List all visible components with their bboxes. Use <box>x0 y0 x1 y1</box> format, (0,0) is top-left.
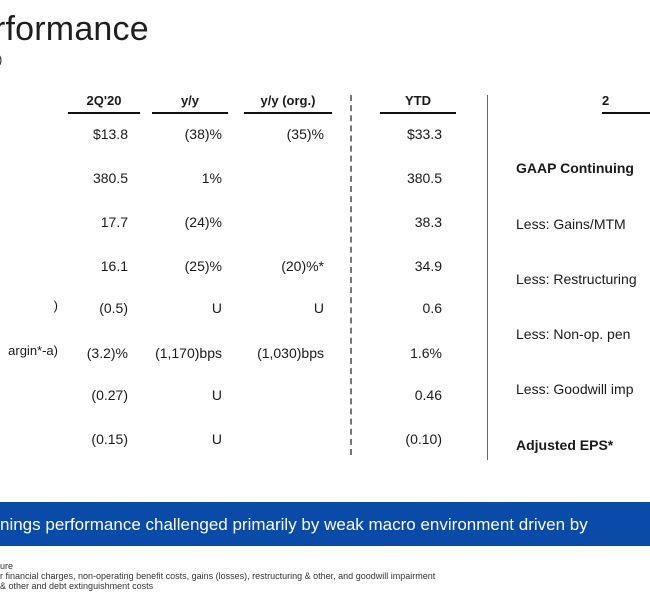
page-subtitle: ) <box>0 52 2 67</box>
footnote-3: & other and debt extinguishment costs <box>0 581 154 591</box>
cell-q2-row-5: (0.5) <box>99 300 128 316</box>
right-item-gaap: GAAP Continuing <box>516 160 634 176</box>
cell-q2-row-4: 16.1 <box>100 258 128 274</box>
cell-q2-row-1: $13.8 <box>92 126 128 142</box>
cell-ytd-row-3: 38.3 <box>414 214 442 230</box>
cell-yy-row-8: U <box>211 431 222 447</box>
cell-q2-row-7: (0.27) <box>91 387 128 403</box>
header-yy-org: y/y (org.) <box>244 93 332 114</box>
cell-yy-row-4: (25)% <box>184 258 222 274</box>
header-yy: y/y <box>152 93 228 114</box>
cell-yy-org-row-5: U <box>313 300 324 316</box>
header-ytd: YTD <box>380 93 456 114</box>
cell-ytd-row-5: 0.6 <box>422 300 442 316</box>
cell-yy-org-row-6: (1,030)bps <box>257 345 324 361</box>
cell-q2-row-3: 17.7 <box>100 214 128 230</box>
cell-ytd-row-1: $33.3 <box>406 126 442 142</box>
right-item-restructuring: Less: Restructuring <box>516 271 637 287</box>
cell-ytd-row-7: 0.46 <box>414 387 442 403</box>
footnote-2: r financial charges, non-operating benef… <box>0 571 436 581</box>
cell-yy-org-row-4: (20)%* <box>281 258 324 274</box>
right-item-gains: Less: Gains/MTM <box>516 216 626 232</box>
cell-yy-row-6: (1,170)bps <box>155 345 222 361</box>
right-item-goodwill: Less: Goodwill imp <box>516 381 634 397</box>
row-label-5: ) <box>53 298 58 313</box>
cell-ytd-row-8: (0.10) <box>405 431 442 447</box>
cell-yy-row-5: U <box>211 300 222 316</box>
cell-ytd-row-4: 34.9 <box>414 258 442 274</box>
cell-q2-row-6: (3.2)% <box>86 345 128 361</box>
cell-yy-row-7: U <box>211 387 222 403</box>
cell-yy-row-2: 1% <box>201 170 222 186</box>
page-title: rformance <box>0 10 149 48</box>
cell-q2-row-2: 380.5 <box>92 170 128 186</box>
header-2q20: 2Q'20 <box>68 93 140 114</box>
footnote-1: ure <box>0 561 14 571</box>
banner-text: nings performance challenged primarily b… <box>0 515 588 534</box>
dashed-divider <box>350 95 352 455</box>
solid-divider <box>487 95 488 460</box>
right-item-adjusted-eps: Adjusted EPS* <box>516 437 614 453</box>
cell-yy-row-3: (24)% <box>184 214 222 230</box>
cell-ytd-row-2: 380.5 <box>406 170 442 186</box>
cell-yy-row-1: (38)% <box>184 126 222 142</box>
right-item-nonop-pension: Less: Non-op. pen <box>516 326 631 342</box>
header-right-panel: 2 <box>602 93 650 114</box>
summary-banner: nings performance challenged primarily b… <box>0 502 650 546</box>
cell-ytd-row-6: 1.6% <box>410 345 442 361</box>
row-label-6: argin*-a) <box>8 343 58 358</box>
cell-yy-org-row-1: (35)% <box>286 126 324 142</box>
cell-q2-row-8: (0.15) <box>91 431 128 447</box>
